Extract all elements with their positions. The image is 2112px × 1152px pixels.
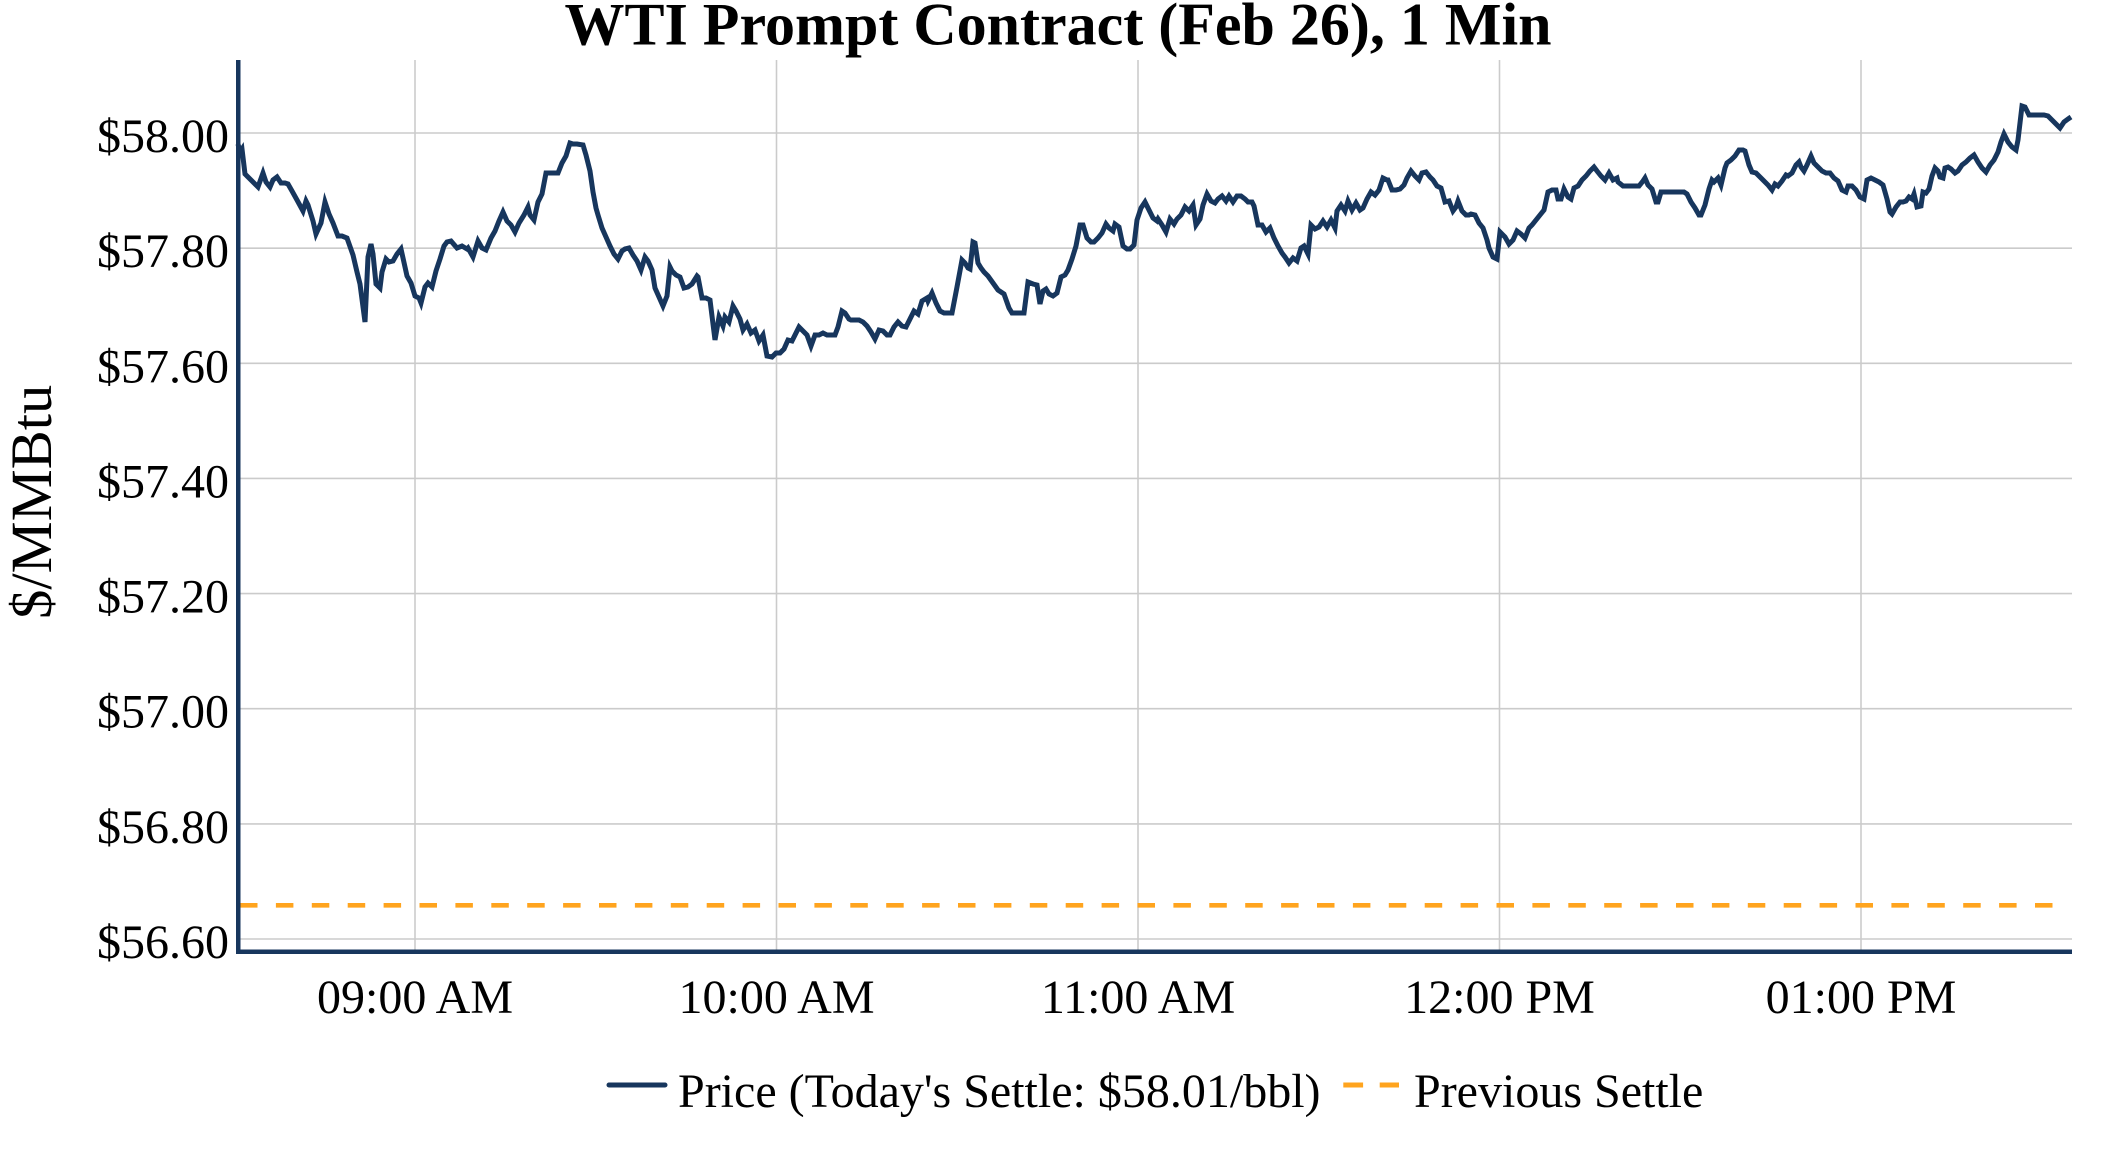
svg-text:Previous Settle: Previous Settle: [1414, 1065, 1703, 1118]
svg-text:09:00 AM: 09:00 AM: [317, 971, 513, 1024]
svg-text:10:00 AM: 10:00 AM: [678, 971, 874, 1024]
svg-text:$57.20: $57.20: [97, 571, 229, 624]
svg-text:$57.00: $57.00: [97, 686, 229, 739]
svg-text:01:00 PM: 01:00 PM: [1766, 971, 1957, 1024]
svg-text:Price (Today's Settle: $58.01/: Price (Today's Settle: $58.01/bbl): [678, 1065, 1321, 1118]
svg-text:$57.40: $57.40: [97, 455, 229, 508]
svg-text:$58.00: $58.00: [97, 110, 229, 163]
svg-text:$/MMBtu: $/MMBtu: [0, 385, 64, 619]
svg-text:$56.80: $56.80: [97, 801, 229, 854]
svg-text:$57.60: $57.60: [97, 340, 229, 393]
svg-text:$56.60: $56.60: [97, 916, 229, 969]
svg-text:11:00 AM: 11:00 AM: [1041, 971, 1235, 1024]
svg-text:$57.80: $57.80: [97, 225, 229, 278]
svg-text:WTI Prompt Contract (Feb 26),: WTI Prompt Contract (Feb 26), 1 Min: [564, 0, 1551, 58]
svg-text:12:00 PM: 12:00 PM: [1404, 971, 1595, 1024]
